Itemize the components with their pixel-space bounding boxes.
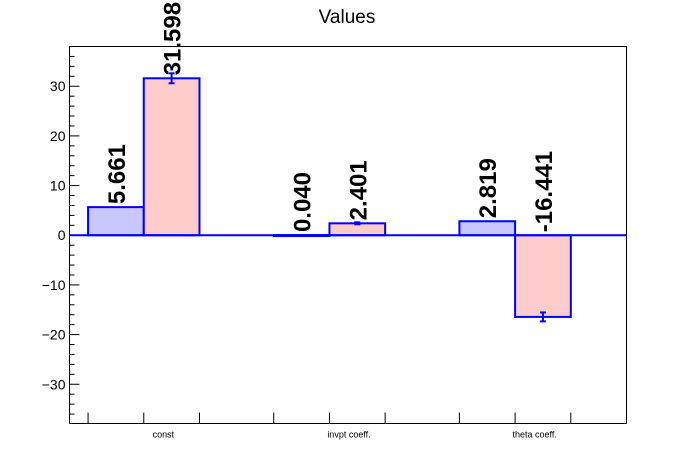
y-tick-label: −10 <box>42 277 66 293</box>
bar-value-label: -16.441 <box>531 151 558 232</box>
bars <box>69 72 627 323</box>
y-tick-label: 20 <box>50 128 66 144</box>
chart-title: Values <box>319 7 376 28</box>
bar-value-label: 31.598 <box>160 2 187 75</box>
x-category-label: theta coeff. <box>512 430 556 440</box>
bar-value-label: 0.040 <box>290 172 317 232</box>
x-category-label: invpt coeff. <box>327 430 370 440</box>
bar-value-label: 5.661 <box>104 144 131 204</box>
bar-value-label: 2.819 <box>475 158 502 218</box>
y-tick-label: 30 <box>50 78 66 94</box>
y-tick-label: −30 <box>42 376 66 392</box>
y-tick-label: −20 <box>42 327 66 343</box>
bar <box>87 206 145 237</box>
axes: −30 −20 −10 0 10 20 30 const invpt coeff. theta c… <box>42 46 572 440</box>
data-labels: 5.661 0.040 2.819 31.598 2.401 -16.441 <box>104 2 558 232</box>
y-tick-label: 0 <box>58 227 66 243</box>
bar-value-label: 2.401 <box>345 160 372 220</box>
bar <box>458 220 517 237</box>
y-tick-label: 10 <box>50 178 66 194</box>
bar <box>514 234 572 318</box>
x-category-label: const <box>153 430 175 440</box>
bar <box>142 77 201 237</box>
